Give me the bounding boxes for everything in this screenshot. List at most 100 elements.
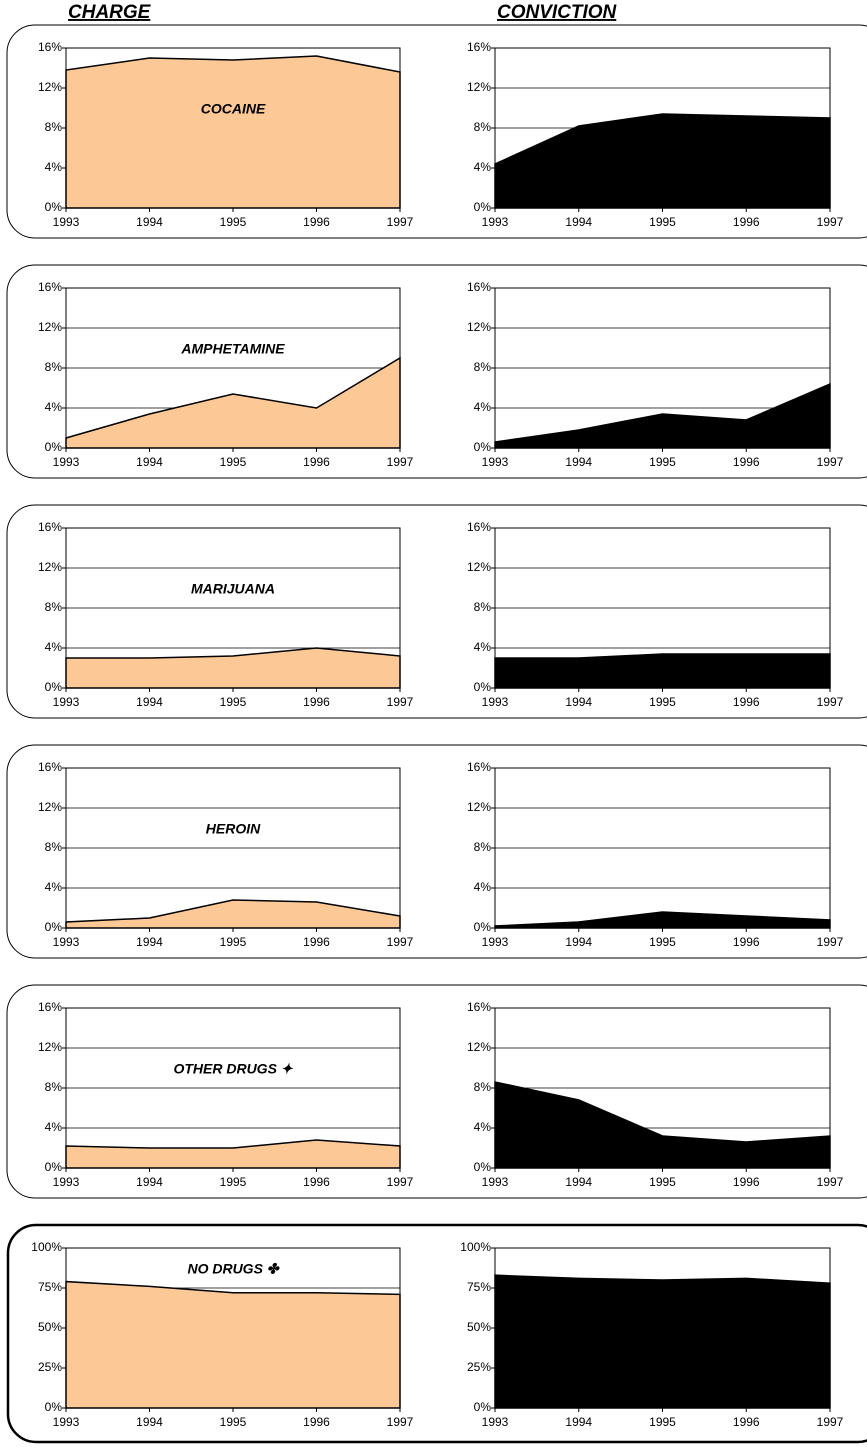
y-tick-label: 4% — [45, 1120, 63, 1134]
x-tick-label: 1993 — [53, 455, 80, 469]
x-tick-label: 1994 — [565, 1415, 592, 1429]
area — [494, 653, 831, 689]
x-tick-label: 1996 — [733, 935, 760, 949]
y-tick-label: 4% — [474, 880, 492, 894]
chart-title: OTHER DRUGS ✦ — [173, 1061, 293, 1077]
x-tick-label: 1997 — [817, 1175, 844, 1189]
area — [65, 899, 401, 929]
chart-title: HEROIN — [206, 821, 261, 837]
y-tick-label: 4% — [45, 400, 63, 414]
y-tick-label: 0% — [45, 680, 63, 694]
y-tick-label: 4% — [474, 160, 492, 174]
y-tick-label: 8% — [45, 360, 63, 374]
column-header: CONVICTION — [497, 2, 618, 23]
panel — [6, 504, 867, 719]
x-tick-label: 1995 — [649, 215, 676, 229]
x-tick-label: 1994 — [136, 935, 163, 949]
x-tick-label: 1997 — [387, 455, 414, 469]
area — [65, 1280, 401, 1409]
x-tick-label: 1995 — [220, 215, 247, 229]
area — [494, 911, 831, 929]
area — [65, 356, 401, 449]
area — [65, 647, 401, 689]
x-tick-label: 1995 — [220, 1415, 247, 1429]
y-tick-label: 0% — [474, 440, 492, 454]
y-tick-label: 8% — [45, 600, 63, 614]
panel — [6, 1223, 867, 1444]
y-tick-label: 16% — [467, 40, 491, 54]
x-tick-label: 1994 — [136, 455, 163, 469]
y-tick-label: 16% — [38, 1000, 62, 1014]
y-tick-label: 12% — [38, 1040, 62, 1054]
x-tick-label: 1997 — [387, 1415, 414, 1429]
x-tick-label: 1994 — [136, 695, 163, 709]
x-tick-label: 1997 — [387, 215, 414, 229]
x-tick-label: 1993 — [53, 695, 80, 709]
y-tick-label: 12% — [38, 320, 62, 334]
x-tick-label: 1993 — [482, 455, 509, 469]
x-tick-label: 1997 — [817, 1415, 844, 1429]
x-tick-label: 1994 — [565, 1175, 592, 1189]
y-tick-label: 12% — [38, 80, 62, 94]
area — [494, 1274, 831, 1409]
y-tick-label: 75% — [467, 1280, 491, 1294]
x-tick-label: 1994 — [565, 695, 592, 709]
y-tick-label: 8% — [474, 600, 492, 614]
x-tick-label: 1997 — [387, 1175, 414, 1189]
x-tick-label: 1994 — [136, 215, 163, 229]
y-tick-label: 100% — [460, 1240, 491, 1254]
x-tick-label: 1995 — [649, 935, 676, 949]
y-tick-label: 16% — [38, 40, 62, 54]
x-tick-label: 1993 — [53, 1415, 80, 1429]
x-tick-label: 1996 — [733, 455, 760, 469]
x-tick-label: 1993 — [53, 1175, 80, 1189]
panels — [6, 24, 867, 1444]
y-tick-label: 16% — [38, 280, 62, 294]
y-tick-label: 8% — [45, 1080, 63, 1094]
x-tick-label: 1995 — [220, 455, 247, 469]
y-tick-label: 0% — [45, 440, 63, 454]
y-tick-label: 8% — [45, 120, 63, 134]
area — [65, 1139, 401, 1169]
x-tick-label: 1997 — [817, 935, 844, 949]
y-tick-label: 16% — [38, 760, 62, 774]
y-tick-label: 16% — [467, 760, 491, 774]
x-tick-label: 1994 — [565, 455, 592, 469]
x-tick-label: 1996 — [303, 1175, 330, 1189]
x-tick-label: 1997 — [817, 215, 844, 229]
y-tick-label: 8% — [474, 840, 492, 854]
panel — [6, 744, 867, 959]
y-tick-label: 8% — [474, 1080, 492, 1094]
x-tick-label: 1993 — [53, 215, 80, 229]
x-tick-label: 1995 — [649, 455, 676, 469]
panel — [6, 984, 867, 1199]
y-tick-label: 25% — [467, 1360, 491, 1374]
x-tick-label: 1996 — [303, 935, 330, 949]
y-tick-label: 0% — [45, 1400, 63, 1414]
x-tick-label: 1996 — [733, 1415, 760, 1429]
column-header: CHARGE — [68, 2, 152, 23]
y-tick-label: 4% — [474, 640, 492, 654]
x-tick-label: 1993 — [482, 1415, 509, 1429]
x-tick-label: 1994 — [136, 1175, 163, 1189]
y-tick-label: 12% — [467, 800, 491, 814]
y-tick-label: 12% — [38, 560, 62, 574]
chart-title: MARIJUANA — [191, 581, 275, 597]
area — [65, 55, 401, 209]
x-tick-label: 1995 — [220, 695, 247, 709]
x-tick-label: 1996 — [733, 1175, 760, 1189]
y-tick-label: 100% — [31, 1240, 62, 1254]
y-tick-label: 50% — [467, 1320, 491, 1334]
y-tick-label: 8% — [474, 120, 492, 134]
y-tick-label: 12% — [467, 80, 491, 94]
y-tick-label: 16% — [467, 1000, 491, 1014]
y-tick-label: 12% — [467, 560, 491, 574]
x-tick-label: 1996 — [733, 215, 760, 229]
x-tick-label: 1996 — [303, 455, 330, 469]
y-tick-label: 0% — [474, 680, 492, 694]
panel — [6, 24, 867, 239]
y-tick-label: 0% — [45, 200, 63, 214]
y-tick-label: 4% — [474, 1120, 492, 1134]
y-tick-label: 12% — [467, 320, 491, 334]
